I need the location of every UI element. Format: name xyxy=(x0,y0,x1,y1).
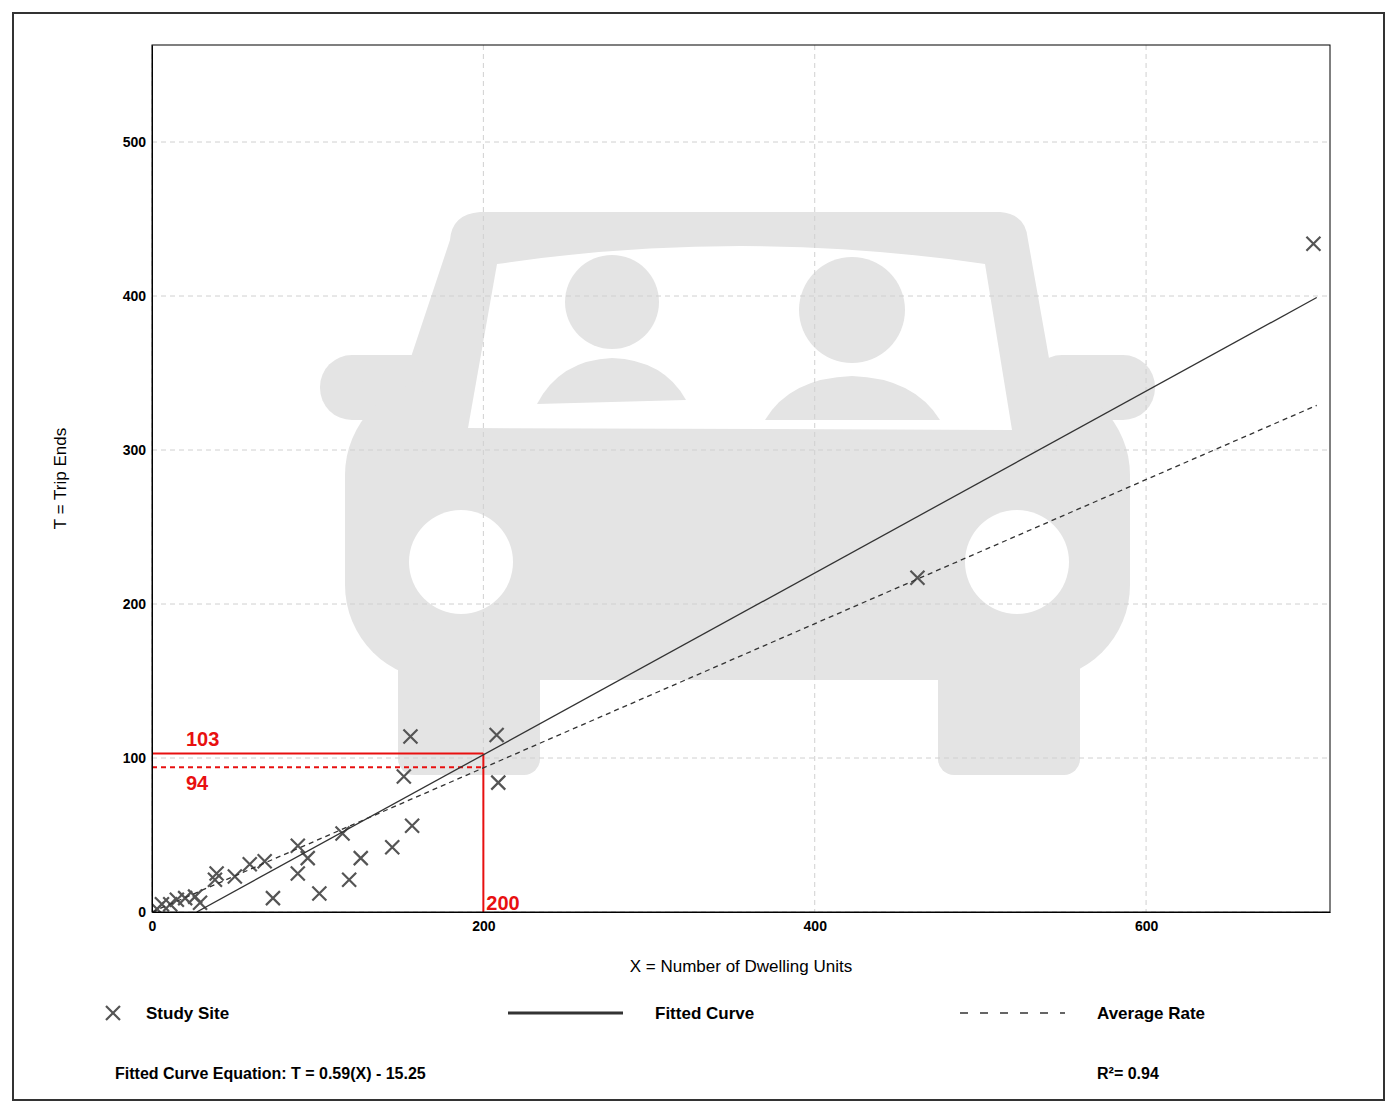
legend: Study Site Fitted Curve Average Rate xyxy=(106,1004,1205,1023)
car-person xyxy=(565,255,659,349)
y-tick: 200 xyxy=(123,596,152,612)
y-axis-line xyxy=(152,46,153,913)
grid-line-x xyxy=(814,45,815,912)
grid-line-y xyxy=(152,450,1330,451)
reference-label: 94 xyxy=(186,772,209,794)
study-site-point xyxy=(243,857,257,871)
grid-line-x xyxy=(483,45,484,912)
x-tick-label: 400 xyxy=(804,918,828,934)
study-site-point xyxy=(491,776,505,790)
equation: Fitted Curve Equation: T = 0.59(X) - 15.… xyxy=(115,1065,426,1082)
legend-item: Fitted Curve xyxy=(508,1004,754,1023)
car-person xyxy=(537,358,686,404)
grid xyxy=(152,45,1330,912)
grid-line-x xyxy=(1146,45,1147,912)
reference-label: 200 xyxy=(486,892,519,914)
x-axis: 0 200 400 600 xyxy=(149,912,1331,934)
grid-line-y xyxy=(152,758,1330,759)
study-site-point xyxy=(1306,237,1320,251)
reference-line-h xyxy=(152,766,483,768)
car-wheel xyxy=(409,510,513,614)
outer-frame xyxy=(13,13,1384,1100)
y-tick-label: 200 xyxy=(123,596,147,612)
car-window xyxy=(468,246,1012,430)
reference-label: 103 xyxy=(186,728,219,750)
y-tick-label: 400 xyxy=(123,288,147,304)
series-line xyxy=(197,298,1317,912)
legend-item: Average Rate xyxy=(960,1004,1205,1023)
plot-frame xyxy=(152,45,1330,912)
x-tick: 600 xyxy=(1135,912,1159,934)
study-site-point xyxy=(403,729,417,743)
x-tick-label: 600 xyxy=(1135,918,1159,934)
y-tick: 0 xyxy=(138,904,152,920)
y-tick-label: 0 xyxy=(138,904,146,920)
y-tick: 500 xyxy=(123,134,152,150)
y-tick: 100 xyxy=(123,750,152,766)
legend-label: Study Site xyxy=(146,1004,229,1023)
study-site-point xyxy=(210,867,224,881)
grid-line-y xyxy=(152,604,1330,605)
x-tick: 0 xyxy=(149,912,157,934)
x-axis-line xyxy=(153,912,1331,913)
y-tick-label: 300 xyxy=(123,442,147,458)
legend-label: Average Rate xyxy=(1097,1004,1205,1023)
study-site-point xyxy=(490,728,504,742)
r-squared: R²= 0.94 xyxy=(1097,1065,1159,1082)
chart-root: 0 200 400 600 0 100 200 300 400 500 X = Number of … xyxy=(0,0,1397,1113)
study-site-point xyxy=(910,571,924,585)
y-tick: 300 xyxy=(123,442,152,458)
study-site-point xyxy=(312,887,326,901)
legend-swatch xyxy=(508,1012,623,1015)
x-axis-title: X = Number of Dwelling Units xyxy=(630,957,853,976)
y-axis: 0 100 200 300 400 500 xyxy=(123,46,153,920)
car-leg xyxy=(398,620,540,775)
legend-swatch xyxy=(960,1012,1065,1014)
x-tick: 400 xyxy=(804,912,828,934)
reference-line-h xyxy=(152,752,483,754)
legend-item: Study Site xyxy=(106,1004,229,1023)
x-tick-label: 200 xyxy=(472,918,496,934)
grid-line-y xyxy=(152,296,1330,297)
study-site-point xyxy=(397,769,411,783)
y-tick: 400 xyxy=(123,288,152,304)
plot-marks xyxy=(152,237,1320,912)
study-site-point xyxy=(291,867,305,881)
reference-line-v xyxy=(482,753,484,912)
grid-line-y xyxy=(152,142,1330,143)
car-wheel xyxy=(965,510,1069,614)
study-site-point xyxy=(354,851,368,865)
series-line xyxy=(152,405,1317,912)
study-site-point xyxy=(266,891,280,905)
legend-label: Fitted Curve xyxy=(655,1004,754,1023)
legend-swatch xyxy=(106,1006,120,1020)
study-site-point xyxy=(405,819,419,833)
x-tick: 200 xyxy=(472,912,496,934)
study-site-point xyxy=(385,840,399,854)
car-leg xyxy=(938,620,1080,775)
y-axis-title: T = Trip Ends xyxy=(51,428,70,529)
y-tick-label: 500 xyxy=(123,134,147,150)
study-site-point xyxy=(342,873,356,887)
car-person xyxy=(765,376,940,420)
x-tick-label: 0 xyxy=(149,918,157,934)
y-tick-label: 100 xyxy=(123,750,147,766)
